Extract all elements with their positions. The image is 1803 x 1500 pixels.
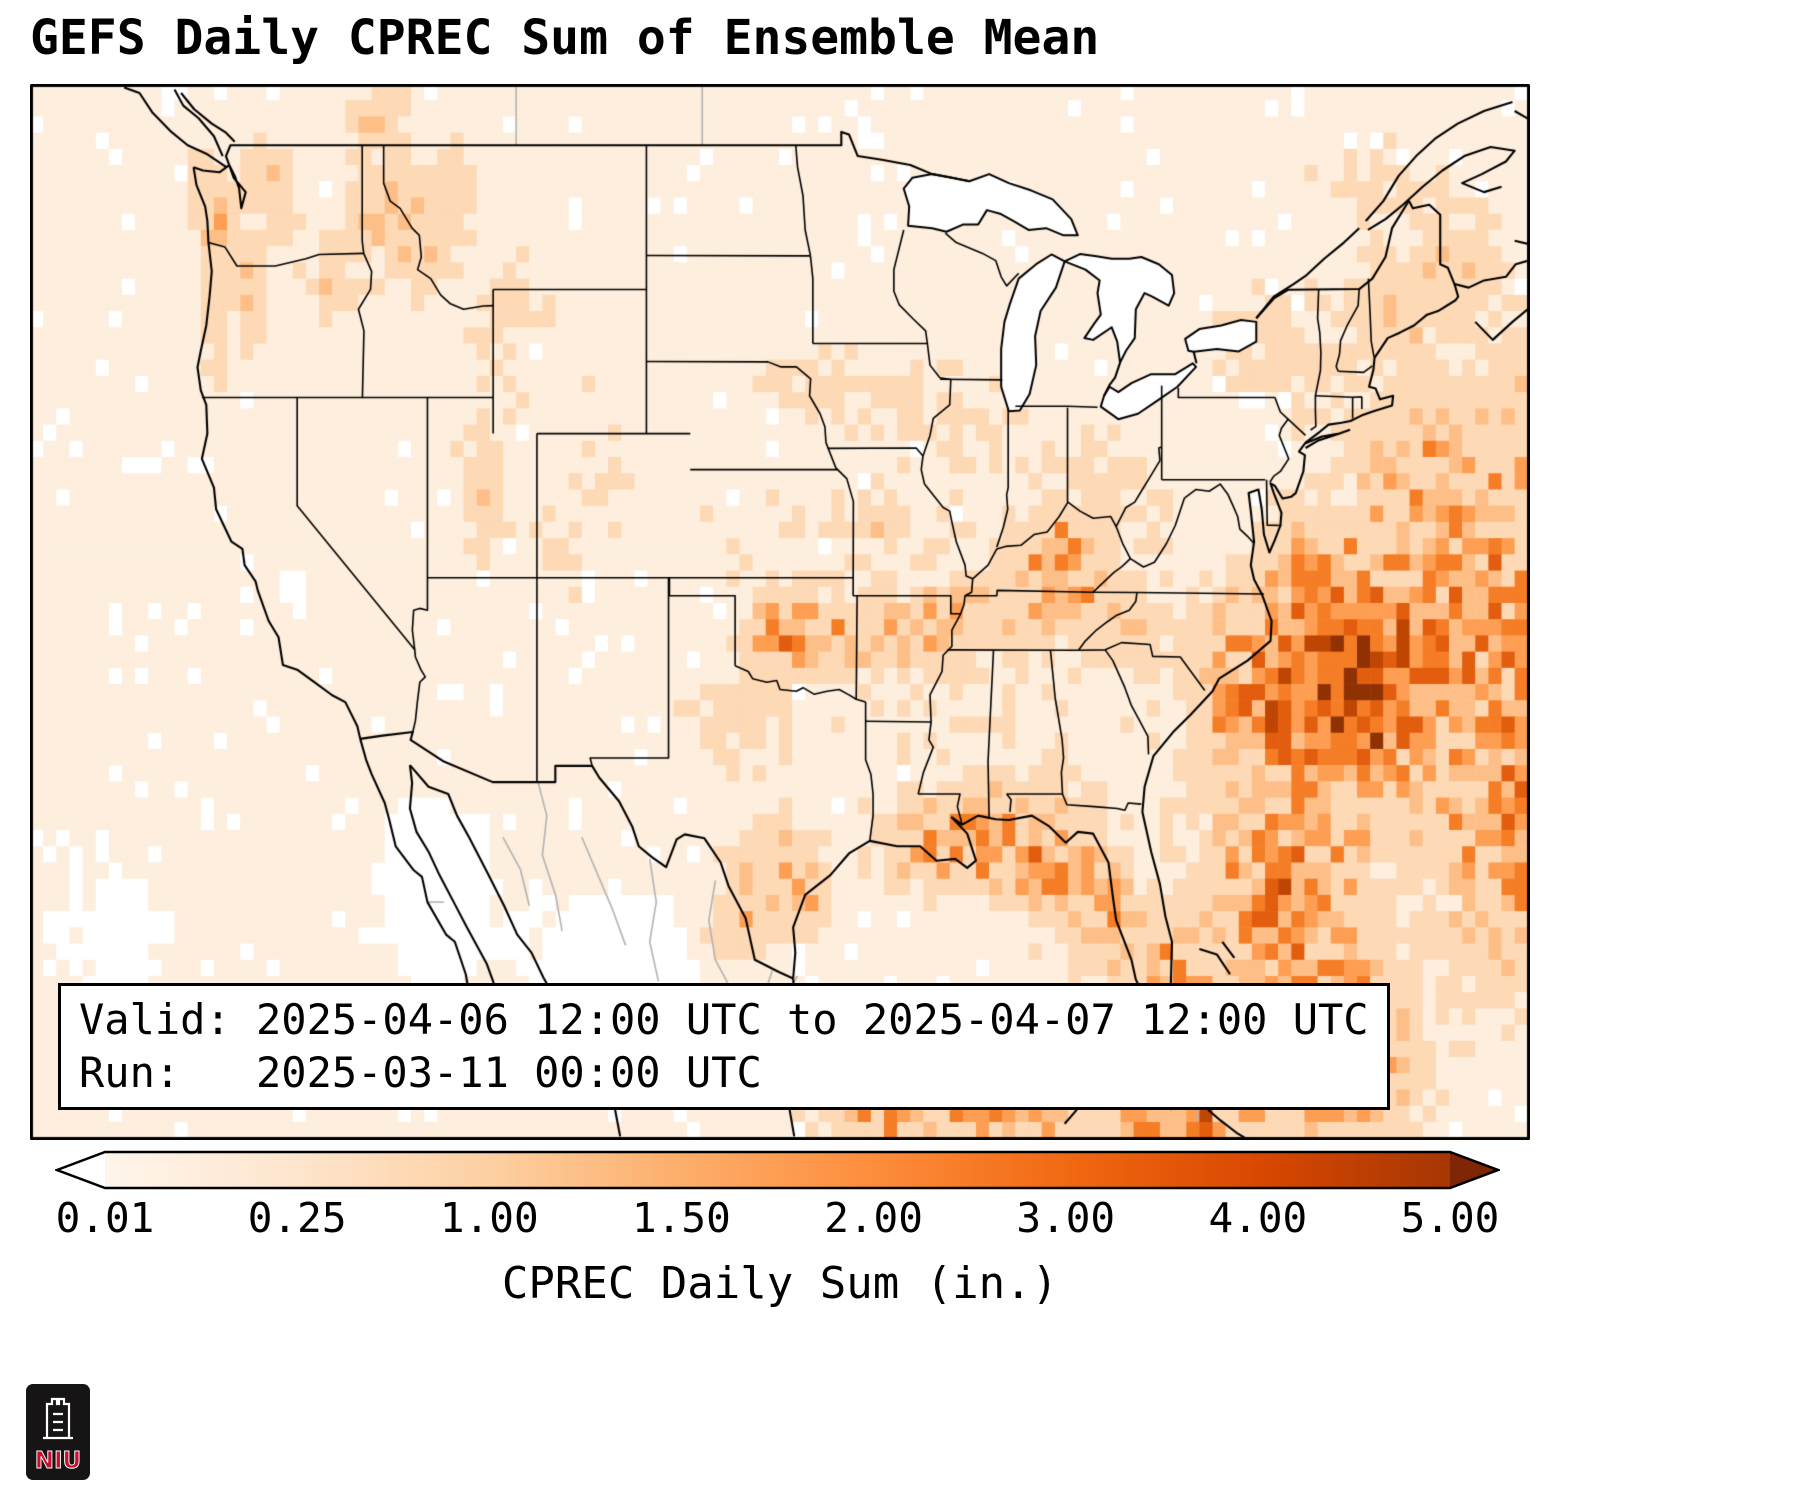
precip-map: Valid: 2025-04-06 12:00 UTC to 2025-04-0… [30, 84, 1530, 1140]
colorbar-tick-label: 1.50 [632, 1194, 731, 1242]
colorbar: 0.01 0.25 1.00 1.50 2.00 3.00 4.00 5.00 [55, 1150, 1500, 1250]
castle-icon [43, 1397, 73, 1440]
page-title: GEFS Daily CPREC Sum of Ensemble Mean [30, 10, 1100, 66]
niu-logo: NIU [26, 1384, 90, 1484]
colorbar-tick-label: 0.01 [55, 1194, 155, 1242]
valid-time-text: Valid: 2025-04-06 12:00 UTC to 2025-04-0… [79, 995, 1369, 1044]
colorbar-axis-label: CPREC Daily Sum (in.) [501, 1258, 1059, 1309]
niu-logo-graphic: NIU [26, 1384, 90, 1480]
valid-run-info-box: Valid: 2025-04-06 12:00 UTC to 2025-04-0… [58, 983, 1390, 1110]
colorbar-tick-label: 0.25 [247, 1194, 347, 1242]
colorbar-tick-label: 4.00 [1208, 1194, 1308, 1242]
colorbar-tick-label: 5.00 [1400, 1194, 1500, 1242]
colorbar-gradient [55, 1150, 1500, 1190]
colorbar-tick-label: 1.00 [439, 1194, 539, 1242]
colorbar-tick-label: 3.00 [1016, 1194, 1116, 1242]
niu-logo-text: NIU [35, 1448, 81, 1474]
precip-map-canvas [30, 84, 1530, 1140]
colorbar-tick-label: 2.00 [824, 1194, 923, 1242]
run-time-text: Run: 2025-03-11 00:00 UTC [79, 1047, 762, 1097]
